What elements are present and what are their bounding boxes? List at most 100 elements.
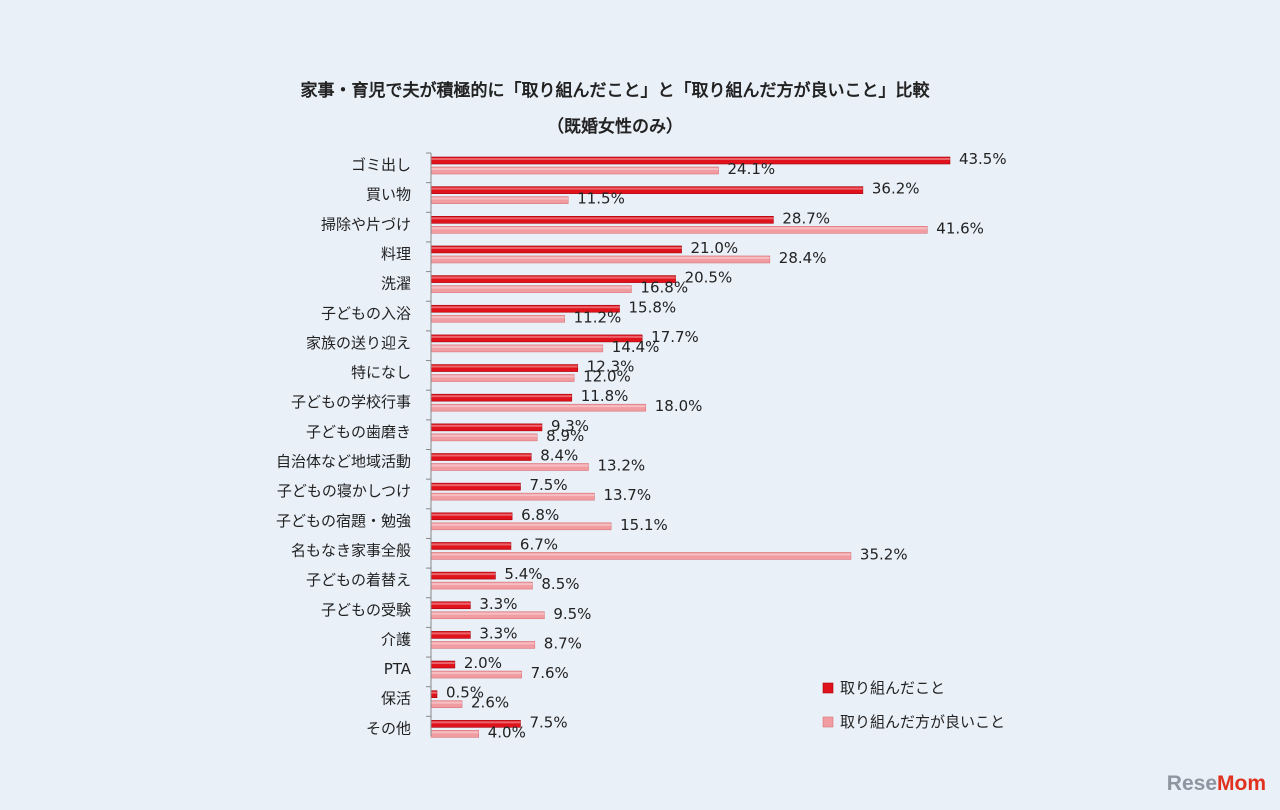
bar-highlight (431, 246, 682, 249)
bar-highlight (431, 464, 589, 467)
category-label: 特になし (351, 364, 411, 382)
bar-highlight (431, 187, 863, 190)
data-label: 7.5% (529, 476, 567, 494)
data-label: 8.9% (546, 427, 584, 445)
resemom-logo: ReseMom (1166, 772, 1266, 795)
legend-label: 取り組んだこと (840, 679, 945, 697)
data-label: 24.1% (728, 160, 776, 178)
chart-subtitle: （既婚女性のみ） (547, 117, 683, 137)
bar-highlight (431, 573, 496, 576)
bar-highlight (431, 395, 572, 398)
data-label: 21.0% (691, 239, 739, 257)
data-label: 8.4% (540, 447, 578, 465)
data-label: 17.7% (651, 328, 699, 346)
data-label: 2.6% (471, 694, 509, 712)
bar-highlight (431, 365, 578, 368)
data-label: 2.0% (464, 654, 502, 672)
bar-highlight (431, 494, 595, 497)
category-label: 子どもの受験 (321, 601, 411, 619)
bar-highlight (431, 543, 511, 546)
category-label: 買い物 (366, 186, 411, 204)
bar-highlight (431, 158, 950, 160)
bar-highlight (431, 662, 455, 665)
category-label: 子どもの宿題・勉強 (276, 512, 411, 530)
category-label: 子どもの歯磨き (306, 423, 411, 441)
bar-highlight (431, 345, 603, 348)
bar-highlight (431, 256, 770, 259)
bar-highlight (431, 523, 612, 526)
bar-highlight (431, 513, 513, 516)
bar-highlight (431, 197, 569, 200)
data-label: 8.5% (541, 575, 579, 593)
data-label: 15.8% (628, 298, 676, 316)
legend-swatch (822, 682, 834, 694)
bar-highlight (431, 602, 471, 605)
bar-highlight (431, 583, 533, 586)
bar-highlight (431, 375, 575, 378)
data-label: 28.4% (779, 249, 827, 267)
data-label: 12.0% (583, 368, 631, 386)
data-label: 8.7% (544, 634, 582, 652)
category-label: 子どもの寝かしつけ (277, 482, 411, 500)
data-label: 43.5% (959, 150, 1007, 168)
category-label: 掃除や片づけ (321, 215, 411, 233)
bar-highlight (431, 731, 479, 734)
bar-highlight (431, 286, 632, 289)
category-label: PTA (384, 660, 412, 678)
data-label: 13.2% (597, 457, 645, 475)
legend-label: 取り組んだ方が良いこと (840, 713, 1005, 731)
data-label: 3.3% (479, 595, 517, 613)
data-label: 16.8% (640, 279, 688, 297)
data-label: 9.3% (551, 417, 589, 435)
data-label: 5.4% (504, 565, 542, 583)
bar-highlight (431, 553, 851, 556)
data-label: 35.2% (860, 545, 908, 563)
category-label: 介護 (381, 630, 411, 648)
bar-highlight (431, 642, 535, 645)
data-label: 14.4% (612, 338, 660, 356)
bar-highlight (431, 454, 532, 457)
category-label: 料理 (381, 245, 411, 263)
data-label: 4.0% (488, 723, 526, 741)
category-label: 名もなき家事全般 (291, 541, 411, 559)
bar-highlight (431, 672, 522, 675)
data-label: 12.3% (587, 358, 635, 376)
data-label: 13.7% (603, 486, 651, 504)
bar-highlight (431, 227, 928, 230)
category-label: 子どもの入浴 (321, 304, 411, 322)
bar-highlight (431, 434, 538, 437)
category-label: その他 (366, 719, 411, 737)
data-label: 0.5% (446, 684, 484, 702)
data-label: 11.2% (574, 308, 622, 326)
category-label: 自治体など地域活動 (276, 453, 411, 471)
category-label: 家族の送り迎え (306, 334, 411, 352)
bar-highlight (431, 612, 545, 615)
data-label: 9.5% (553, 605, 591, 623)
bar-highlight (431, 316, 565, 319)
chart-title: 家事・育児で夫が積極的に「取り組んだこと」と「取り組んだ方が良いこと」比較 (300, 81, 930, 101)
legend-swatch (822, 716, 834, 728)
category-label: 子どもの着替え (306, 571, 411, 589)
data-label: 18.0% (655, 397, 703, 415)
category-label: 子どもの学校行事 (291, 393, 411, 411)
data-label: 6.8% (521, 506, 559, 524)
bar-highlight (431, 424, 542, 427)
data-label: 41.6% (936, 219, 984, 237)
bar-highlight (431, 701, 463, 704)
bar-highlight (431, 217, 774, 220)
category-label: 保活 (381, 690, 411, 708)
data-label: 11.5% (577, 190, 625, 208)
data-label: 36.2% (872, 180, 920, 198)
category-label: 洗濯 (381, 275, 411, 293)
bar-highlight (431, 691, 437, 694)
data-label: 7.6% (531, 664, 569, 682)
category-label: ゴミ出し (351, 156, 411, 174)
bar-highlight (431, 632, 471, 635)
bar-highlight (431, 484, 521, 487)
bar-highlight (431, 405, 646, 408)
bar-highlight (431, 335, 643, 338)
data-label: 20.5% (685, 269, 733, 287)
data-label: 11.8% (581, 387, 629, 405)
bar-highlight (431, 721, 521, 724)
